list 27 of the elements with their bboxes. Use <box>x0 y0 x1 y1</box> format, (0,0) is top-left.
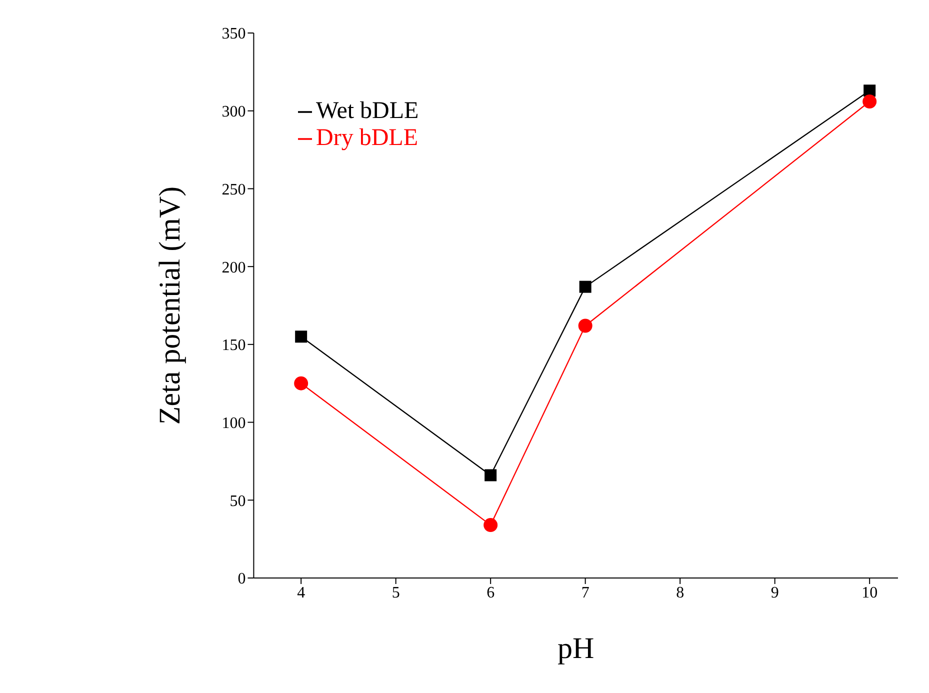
y-tick-label: 150 <box>222 337 246 354</box>
x-tick-label: 6 <box>486 584 495 602</box>
y-tick-label: 200 <box>222 259 246 276</box>
point <box>295 330 308 343</box>
point <box>578 318 592 333</box>
x-tick-label: 9 <box>770 584 779 602</box>
y-tick-label: 300 <box>222 104 246 121</box>
y-axis-title: Zeta potential (mV) <box>153 186 186 425</box>
y-tick-label: 50 <box>230 492 246 510</box>
point <box>579 280 592 293</box>
x-tick-label: 8 <box>676 584 684 602</box>
y-tick-label: 350 <box>222 26 246 43</box>
y-tick-label: 250 <box>222 181 246 198</box>
point <box>294 376 308 390</box>
point <box>864 84 876 97</box>
legend-label: Dry bDLE <box>316 125 418 151</box>
x-axis-title: pH <box>558 632 594 665</box>
x-tick-label: 4 <box>297 584 306 602</box>
point <box>484 518 498 532</box>
x-tick-label: 5 <box>392 584 400 602</box>
point <box>484 469 497 482</box>
legend-label: Wet bDLE <box>316 98 419 124</box>
y-tick-label: 100 <box>222 414 246 432</box>
x-tick-label: 7 <box>581 584 590 602</box>
x-tick-label: 10 <box>862 584 878 602</box>
point <box>862 94 877 109</box>
y-tick-label: 0 <box>238 570 246 588</box>
